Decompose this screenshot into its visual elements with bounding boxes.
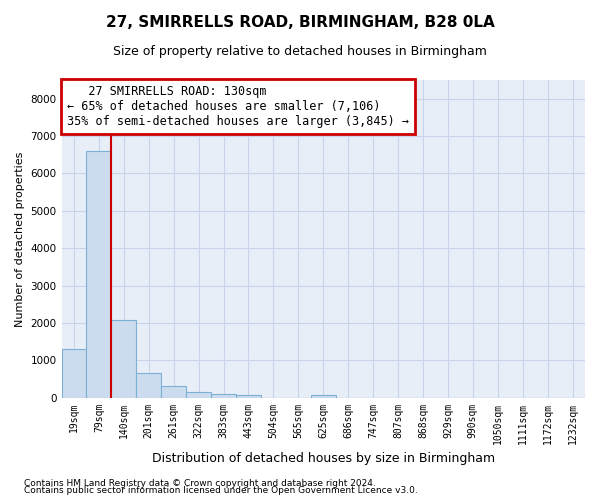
Bar	[136, 373, 161, 398]
Text: Contains public sector information licensed under the Open Government Licence v3: Contains public sector information licen…	[24, 486, 418, 495]
Bar	[236, 394, 261, 398]
Text: 27, SMIRRELLS ROAD, BIRMINGHAM, B28 0LA: 27, SMIRRELLS ROAD, BIRMINGHAM, B28 0LA	[106, 15, 494, 30]
Y-axis label: Number of detached properties: Number of detached properties	[15, 151, 25, 326]
Bar	[62, 348, 86, 398]
Text: Size of property relative to detached houses in Birmingham: Size of property relative to detached ho…	[113, 45, 487, 58]
Bar	[86, 151, 112, 398]
Bar	[211, 394, 236, 398]
Bar	[186, 392, 211, 398]
Bar	[161, 386, 186, 398]
Text: 27 SMIRRELLS ROAD: 130sqm   
← 65% of detached houses are smaller (7,106)
35% of: 27 SMIRRELLS ROAD: 130sqm ← 65% of detac…	[67, 85, 409, 128]
Bar	[112, 320, 136, 398]
Text: Contains HM Land Registry data © Crown copyright and database right 2024.: Contains HM Land Registry data © Crown c…	[24, 478, 376, 488]
Bar	[311, 394, 336, 398]
X-axis label: Distribution of detached houses by size in Birmingham: Distribution of detached houses by size …	[152, 452, 495, 465]
